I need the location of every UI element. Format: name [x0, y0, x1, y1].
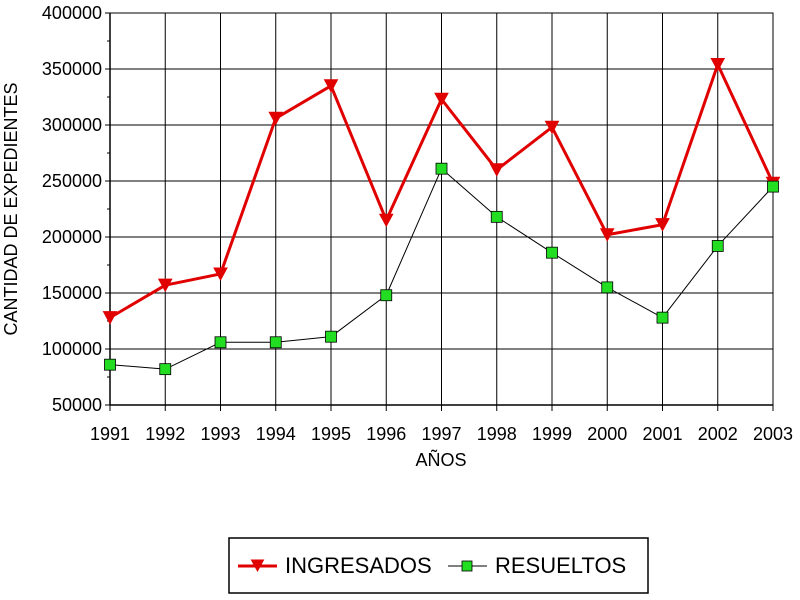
y-tick-label: 50000	[52, 395, 102, 415]
data-point-resueltos	[214, 336, 227, 349]
x-tick-label: 2001	[642, 424, 682, 444]
legend: INGRESADOS RESUELTOS	[228, 537, 649, 594]
y-tick-label: 200000	[42, 227, 102, 247]
x-tick-label: 1996	[366, 424, 406, 444]
x-tick-label: 1991	[90, 424, 130, 444]
data-point-ingresados	[544, 120, 560, 135]
x-tick-label: 1998	[477, 424, 517, 444]
data-point-resueltos	[380, 289, 393, 302]
x-tick-label: 1994	[256, 424, 296, 444]
legend-label-resueltos: RESUELTOS	[495, 553, 626, 578]
data-point-resueltos	[435, 162, 448, 175]
y-tick-label: 400000	[42, 3, 102, 23]
data-point-ingresados	[268, 111, 284, 126]
legend-marker-resueltos	[461, 560, 473, 572]
data-point-resueltos	[159, 363, 172, 376]
y-tick-label: 350000	[42, 59, 102, 79]
x-axis-title: AÑOS	[415, 449, 466, 470]
data-point-ingresados	[213, 267, 228, 282]
data-point-resueltos	[490, 210, 503, 223]
data-point-resueltos	[711, 240, 724, 252]
data-point-ingresados	[434, 92, 449, 107]
y-tick-label: 150000	[42, 283, 102, 303]
series	[102, 58, 781, 376]
data-point-resueltos	[104, 358, 116, 371]
data-point-ingresados	[710, 58, 726, 72]
y-axis-title: CANTIDAD DE EXPEDIENTES	[1, 82, 21, 335]
x-tick-label: 2003	[753, 424, 793, 444]
data-point-resueltos	[601, 281, 614, 294]
legend-label-ingresados: INGRESADOS	[285, 553, 432, 578]
data-point-ingresados	[489, 163, 505, 177]
data-point-resueltos	[656, 311, 669, 324]
data-point-ingresados	[378, 213, 394, 228]
x-axis-tick-labels: 1991 1992 1993 1994 1995 1996 1997 1998 1999 2000…	[90, 424, 793, 444]
data-point-resueltos	[546, 246, 558, 259]
data-point-ingresados	[655, 218, 670, 232]
x-tick-label: 1993	[200, 424, 240, 444]
data-point-ingresados	[599, 228, 615, 242]
data-point-ingresados	[323, 79, 339, 93]
data-point-resueltos	[269, 336, 282, 349]
data-point-ingresados	[102, 311, 118, 325]
data-point-resueltos	[325, 330, 337, 343]
x-tick-label: 1995	[311, 424, 351, 444]
y-tick-label: 300000	[42, 115, 102, 135]
legend-marker-ingresados	[250, 559, 265, 573]
x-tick-label: 2002	[698, 424, 738, 444]
y-tick-label: 250000	[42, 171, 102, 191]
y-tick-label: 100000	[42, 339, 102, 359]
x-tick-label: 1997	[421, 424, 461, 444]
legend-box	[228, 537, 649, 594]
x-tick-label: 1999	[532, 424, 572, 444]
x-tick-label: 1992	[145, 424, 185, 444]
data-point-ingresados	[157, 278, 173, 293]
axes	[105, 12, 774, 411]
x-tick-label: 2000	[587, 424, 627, 444]
y-axis-tick-labels: 50000 100000 150000 200000 250000 300000 35000…	[42, 3, 102, 415]
data-point-resueltos	[767, 180, 779, 193]
